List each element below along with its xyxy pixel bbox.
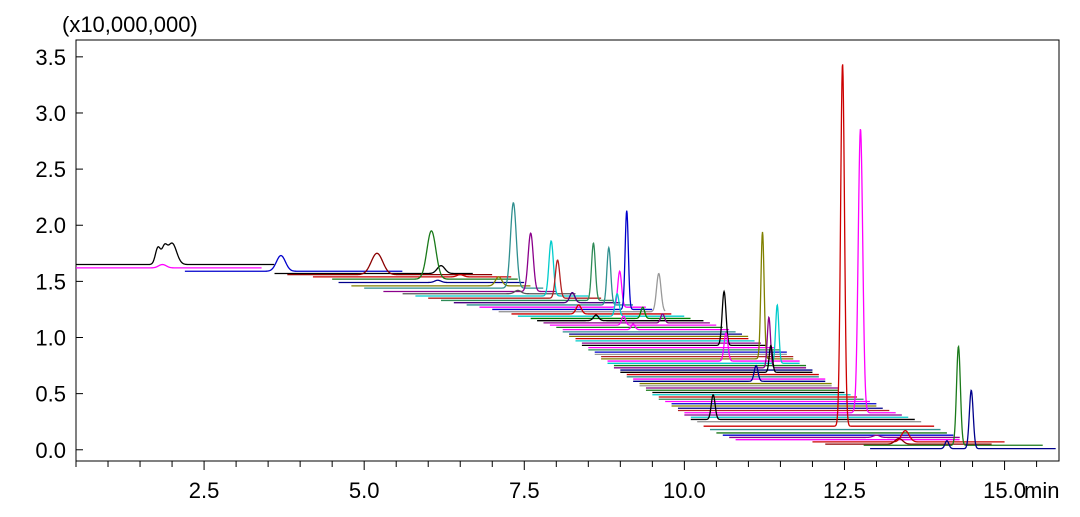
- y-tick-label: 1.5: [35, 269, 66, 294]
- trace-9: [364, 201, 544, 289]
- trace-0: [76, 242, 275, 266]
- trace-42: [607, 303, 800, 364]
- y-tick-label: 0.5: [35, 382, 66, 407]
- trace-77: [863, 344, 1043, 446]
- trace-18: [492, 210, 653, 311]
- trace-40: [601, 231, 794, 360]
- trace-78: [870, 389, 1056, 450]
- trace-41: [607, 332, 800, 362]
- trace-23: [537, 314, 704, 322]
- x-tick-label: 2.5: [189, 478, 220, 503]
- trace-69: [703, 64, 935, 427]
- y-axis: 0.0 0.5 1.0 1.5 2.0 2.5 3.0 3.5: [35, 45, 83, 463]
- trace-67: [690, 393, 915, 421]
- x-tick-label: 10.0: [663, 478, 706, 503]
- y-tick-label: 2.0: [35, 213, 66, 238]
- trace-27: [562, 323, 730, 331]
- trace-6: [332, 230, 518, 280]
- x-axis: 2.5 5.0 7.5 10.0 12.5 15.0: [75, 461, 1038, 503]
- trace-10: [383, 232, 557, 293]
- trace-group: [76, 64, 1056, 450]
- trace-21: [517, 292, 685, 317]
- trace-15: [453, 291, 621, 304]
- trace-11: [402, 289, 576, 295]
- trace-2: [184, 254, 403, 272]
- y-tick-label: 2.5: [35, 157, 66, 182]
- trace-7: [338, 279, 525, 284]
- trace-1: [76, 263, 262, 269]
- x-unit-label: min: [1024, 478, 1059, 503]
- y-tick-label: 3.5: [35, 45, 66, 70]
- trace-13: [428, 259, 602, 299]
- trace-19: [498, 272, 666, 313]
- trace-16: [466, 245, 634, 306]
- y-multiplier-label: (x10,000,000): [62, 12, 198, 37]
- trace-73: [729, 434, 960, 439]
- trace-8: [351, 276, 531, 287]
- trace-25: [549, 315, 717, 326]
- trace-12: [415, 239, 589, 297]
- trace-46: [620, 344, 813, 373]
- trace-34: [581, 289, 768, 347]
- trace-3: [274, 265, 473, 275]
- x-tick-label: 7.5: [509, 478, 540, 503]
- y-tick-label: 0.0: [35, 438, 66, 463]
- trace-64: [684, 128, 896, 414]
- x-tick-label: 5.0: [349, 478, 380, 503]
- plot-frame: [75, 39, 1060, 462]
- x-tick-label: 12.5: [823, 478, 866, 503]
- y-tick-label: 3.0: [35, 101, 66, 126]
- x-tick-label: 15.0: [983, 478, 1026, 503]
- y-tick-label: 1.0: [35, 326, 66, 351]
- trace-50: [633, 364, 826, 382]
- trace-17: [479, 269, 646, 308]
- trace-75: [812, 430, 1005, 443]
- trace-22: [530, 306, 691, 320]
- trace-5: [312, 273, 512, 278]
- trace-14: [441, 242, 614, 302]
